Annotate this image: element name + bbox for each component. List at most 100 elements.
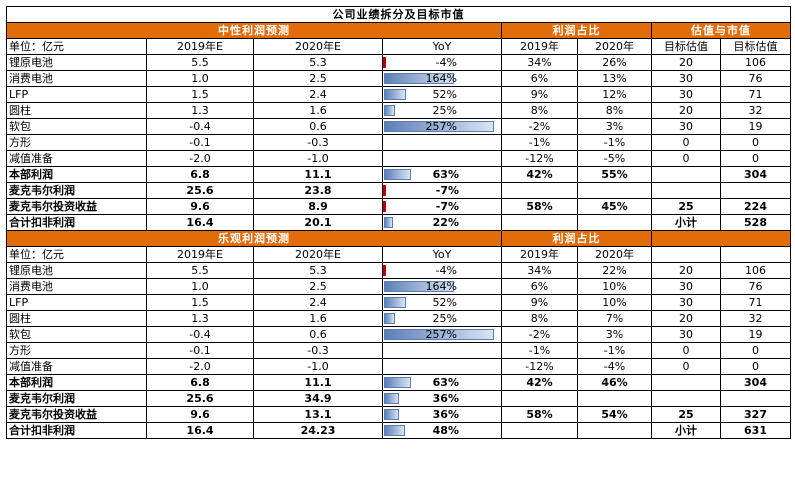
earnings-table: 公司业绩拆分及目标市值 中性利润预测 利润占比 估值与市值 单位：亿元 2019年E 20… (6, 6, 791, 439)
table-row: 消费电池 1.0 2.5 164% 6% 10% 30 76 (6, 278, 791, 295)
target-pe: 25 (651, 406, 721, 423)
table-row: 麦克韦尔利润 25.6 34.9 36% (6, 390, 791, 407)
col-target-pe: 目标估值 (651, 38, 721, 55)
value-2020e: 8.9 (253, 198, 383, 215)
yoy-cell: 257% (382, 118, 502, 135)
target-pe: 20 (651, 262, 721, 279)
target-value: 19 (720, 326, 791, 343)
value-2019e: 25.6 (146, 390, 254, 407)
target-pe: 0 (651, 150, 721, 167)
target-pe (651, 374, 721, 391)
target-pe: 30 (651, 118, 721, 135)
value-2019e: 5.5 (146, 54, 254, 71)
value-2019e: 9.6 (146, 406, 254, 423)
target-value: 32 (720, 102, 791, 119)
value-2020e: 24.23 (253, 422, 383, 439)
table-row: 锂原电池 5.5 5.3 -4% 34% 22% 20 106 (6, 262, 791, 279)
yoy-data-bar (384, 281, 454, 292)
share-2020: -1% (577, 342, 652, 359)
value-2019e: 16.4 (146, 422, 254, 439)
col-target-pe (651, 246, 721, 263)
segment-name: 消费电池 (6, 278, 147, 295)
target-pe (651, 390, 721, 407)
segment-name: 麦克韦尔利润 (6, 182, 147, 199)
share-2019: 6% (501, 278, 578, 295)
target-value: 304 (720, 374, 791, 391)
target-value: 71 (720, 294, 791, 311)
segment-name: 麦克韦尔投资收益 (6, 198, 147, 215)
share-2019: -12% (501, 358, 578, 375)
table-row: 本部利润 6.8 11.1 63% 42% 55% 304 (6, 166, 791, 183)
target-value: 0 (720, 342, 791, 359)
share-2019: 42% (501, 166, 578, 183)
valuation-header (651, 230, 791, 247)
col-yoy: YoY (382, 38, 502, 55)
target-value (720, 390, 791, 407)
yoy-cell (382, 342, 502, 359)
yoy-data-bar (384, 313, 395, 324)
yoy-value: 52% (432, 88, 457, 101)
col-share-2019: 2019年 (501, 38, 578, 55)
value-2020e: 2.5 (253, 278, 383, 295)
share-2020: 13% (577, 70, 652, 87)
target-pe: 小计 (651, 422, 721, 439)
target-pe: 小计 (651, 214, 721, 231)
target-value: 76 (720, 278, 791, 295)
yoy-cell (382, 358, 502, 375)
value-2019e: -0.4 (146, 118, 254, 135)
target-pe: 20 (651, 102, 721, 119)
value-2019e: 6.8 (146, 166, 254, 183)
share-2020: -1% (577, 134, 652, 151)
table-row: 减值准备 -2.0 -1.0 -12% -5% 0 0 (6, 150, 791, 167)
table-row: 麦克韦尔利润 25.6 23.8 -7% (6, 182, 791, 199)
table-row: 减值准备 -2.0 -1.0 -12% -4% 0 0 (6, 358, 791, 375)
value-2019e: 5.5 (146, 262, 254, 279)
table-title: 公司业绩拆分及目标市值 (6, 6, 791, 23)
yoy-value: 257% (425, 120, 457, 133)
share-2019: 9% (501, 86, 578, 103)
profit-forecast-header: 乐观利润预测 (6, 230, 502, 247)
segment-name: LFP (6, 294, 147, 311)
segment-name: 消费电池 (6, 70, 147, 87)
value-2019e: 16.4 (146, 214, 254, 231)
segment-name: 锂原电池 (6, 262, 147, 279)
segment-name: 减值准备 (6, 150, 147, 167)
value-2019e: 1.0 (146, 278, 254, 295)
table-row: LFP 1.5 2.4 52% 9% 10% 30 71 (6, 294, 791, 311)
target-value: 327 (720, 406, 791, 423)
share-2020: 55% (577, 166, 652, 183)
value-2019e: 1.3 (146, 102, 254, 119)
yoy-data-bar (384, 377, 411, 388)
col-2020e: 2020年E (253, 246, 383, 263)
title-row: 公司业绩拆分及目标市值 (6, 6, 791, 23)
yoy-data-bar (384, 73, 454, 84)
profit-share-header: 利润占比 (501, 22, 652, 39)
share-2019: 8% (501, 310, 578, 327)
share-2020: 10% (577, 294, 652, 311)
section-header-row: 乐观利润预测 利润占比 (6, 230, 791, 247)
target-value (720, 182, 791, 199)
yoy-value: 164% (425, 280, 457, 293)
yoy-data-bar (384, 121, 494, 132)
share-2019: -1% (501, 342, 578, 359)
table-body: 公司业绩拆分及目标市值 中性利润预测 利润占比 估值与市值 单位：亿元 2019年E 20… (6, 6, 791, 439)
yoy-value: -4% (435, 56, 457, 69)
yoy-data-bar (384, 169, 411, 180)
target-value: 0 (720, 358, 791, 375)
value-2019e: 25.6 (146, 182, 254, 199)
target-pe: 20 (651, 54, 721, 71)
yoy-cell: 36% (382, 406, 502, 423)
profit-share-header: 利润占比 (501, 230, 652, 247)
share-2019: 58% (501, 198, 578, 215)
value-2019e: -0.4 (146, 326, 254, 343)
share-2020: 12% (577, 86, 652, 103)
yoy-value: 257% (425, 328, 457, 341)
target-pe: 30 (651, 86, 721, 103)
value-2020e: 1.6 (253, 102, 383, 119)
yoy-cell: 52% (382, 86, 502, 103)
segment-name: 合计扣非利润 (6, 214, 147, 231)
valuation-header: 估值与市值 (651, 22, 791, 39)
table-row: 本部利润 6.8 11.1 63% 42% 46% 304 (6, 374, 791, 391)
share-2019: 9% (501, 294, 578, 311)
value-2019e: 1.0 (146, 70, 254, 87)
